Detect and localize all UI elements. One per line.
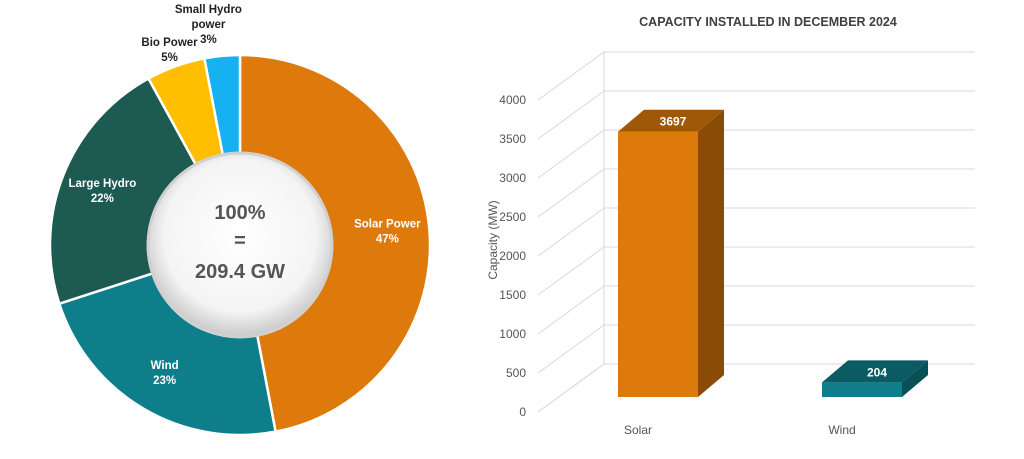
bar-solar: 3697 xyxy=(618,109,724,397)
center-total: 209.4 GW xyxy=(195,261,285,283)
gridline xyxy=(537,207,975,257)
y-tick-label: 3500 xyxy=(499,132,526,146)
data-label-wind: 204 xyxy=(867,365,887,379)
gridline xyxy=(537,51,975,101)
y-axis-title: Capacity (MW) xyxy=(486,200,500,279)
center-percent: 100% xyxy=(214,202,265,224)
bar-wind: 204 xyxy=(822,360,928,397)
bar-top-wind xyxy=(822,360,928,383)
bar-side-solar xyxy=(698,109,724,397)
gridline xyxy=(537,324,975,374)
donut-hole xyxy=(146,151,334,339)
y-tick-label: 3000 xyxy=(499,171,526,185)
gridline xyxy=(537,246,975,296)
slice-label-bio-power: Bio Power xyxy=(141,37,198,49)
slice-label-solar-power: 47% xyxy=(376,234,399,246)
y-tick-label: 1500 xyxy=(499,288,526,302)
bar-top-solar xyxy=(618,109,724,132)
slice-label-small-hydro-power: power xyxy=(191,19,225,31)
slice-label-bio-power: 5% xyxy=(161,52,178,64)
gridline xyxy=(537,285,975,335)
y-tick-label: 4000 xyxy=(499,93,526,107)
slice-label-wind: 23% xyxy=(153,375,176,387)
x-category-label: Wind xyxy=(828,423,855,437)
chart-title: CAPACITY INSTALLED IN DECEMBER 2024 xyxy=(639,15,897,29)
data-label-solar: 3697 xyxy=(660,115,687,129)
slice-label-wind: Wind xyxy=(151,360,179,372)
slice-label-large-hydro: 22% xyxy=(91,193,114,205)
gridline xyxy=(537,90,975,140)
x-category-label: Solar xyxy=(624,423,652,437)
center-equals: = xyxy=(234,230,246,252)
slice-label-large-hydro: Large Hydro xyxy=(69,178,137,190)
bar-front-solar xyxy=(618,131,698,397)
slice-label-small-hydro-power: 3% xyxy=(200,34,217,46)
y-tick-label: 1000 xyxy=(499,327,526,341)
gridline xyxy=(537,168,975,218)
slice-label-solar-power: Solar Power xyxy=(354,219,421,231)
gridline xyxy=(537,129,975,179)
bar-front-wind xyxy=(822,382,902,397)
y-tick-label: 2500 xyxy=(499,210,526,224)
y-tick-label: 0 xyxy=(519,405,526,419)
bar-side-wind xyxy=(902,360,928,397)
y-tick-label: 500 xyxy=(506,366,526,380)
slice-label-small-hydro-power: Small Hydro xyxy=(175,4,242,16)
y-tick-label: 2000 xyxy=(499,249,526,263)
